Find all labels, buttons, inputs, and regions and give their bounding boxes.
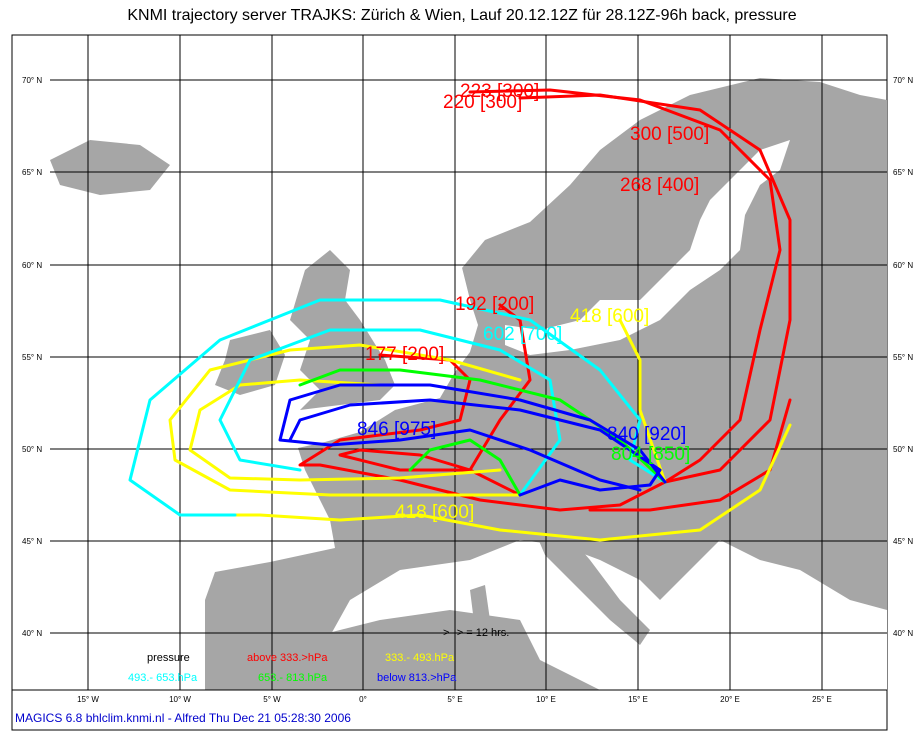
trajectory-label: 300 [500] [630,124,709,145]
lat-label: 55° N [893,353,913,362]
lat-label: 50° N [893,445,913,454]
legend-title: pressure [147,652,190,664]
legend-item: 653.- 813.hPa [258,672,328,684]
trajectory [168,343,522,497]
lon-label: 20° E [720,695,740,704]
trajectory [233,423,792,542]
trajectory [618,318,667,484]
trajectory [338,303,532,497]
land-italy [530,520,650,645]
trajectory-label: 602 [700] [483,324,562,345]
lon-label: 25° E [812,695,832,704]
lat-label: 60° N [893,261,913,270]
map: 70° N 65° N 60° N 55° N 50° N 45° N 40° … [11,34,913,691]
lat-label: 55° N [22,353,42,362]
legend-item: 493.- 653.hPa [128,672,198,684]
sea-baltic [505,140,790,355]
trajectory [408,438,522,497]
lat-label: 60° N [22,261,42,270]
trajectory-label: 268 [400] [620,175,699,196]
lat-label: 65° N [893,168,913,177]
lat-label: 40° N [893,629,913,638]
land-africa [215,610,600,690]
lat-label: 50° N [22,445,42,454]
trajectory [288,398,662,497]
lon-label: 5° E [447,695,462,704]
legend-arrow: >--> = 12 hrs. [443,627,509,639]
trajectory-label: 192 [200] [455,294,534,315]
footer: MAGICS 6.8 bhlclim.knmi.nl - Alfred Thu … [15,711,351,725]
trajectory [588,398,792,512]
trajectory-label: 220 [300] [443,92,522,113]
trajectory-labels: 223 [300] 220 [300] 300 [500] 268 [400] … [357,81,709,523]
lat-label: 65° N [22,168,42,177]
trajectories [128,88,792,542]
graticule [50,35,887,690]
trajectory-label: 840 [920] [607,424,686,445]
lat-label: 70° N [893,76,913,85]
trajectory-label: 223 [300] [460,81,539,102]
trajectory-label: 804 [850] [611,444,690,465]
trajectory [298,368,667,484]
legend-item: 333.- 493.hPa [385,652,455,664]
lat-label: 40° N [22,629,42,638]
lat-label: 70° N [22,76,42,85]
trajectory-label: 846 [975] [357,419,436,440]
trajectory-label: 418 [600] [395,502,474,523]
latitude-labels: 70° N 65° N 60° N 55° N 50° N 45° N 40° … [22,76,913,638]
lon-label: 10° W [169,695,191,704]
trajectory [188,378,502,482]
land-iceland [50,140,170,195]
legend-item: below 813.>hPa [377,672,457,684]
trajectory [518,93,792,484]
lat-label: 45° N [22,537,42,546]
trajectory [128,298,667,517]
lon-label: 5° W [263,695,281,704]
land-sardinia [470,585,490,630]
trajectory-label: 418 [600] [570,306,649,327]
lon-label: 15° E [628,695,648,704]
legend-item: above 333.>hPa [247,652,328,664]
lat-label: 45° N [893,537,913,546]
lon-label: 0° [359,695,367,704]
lon-label: 15° W [77,695,99,704]
legend: >--> = 12 hrs. pressure above 333.>hPa 3… [128,627,509,684]
footer-frame [11,689,888,731]
trajectory [278,383,667,492]
trajectory-label: 177 [200] [365,344,444,365]
title: KNMI trajectory server TRAJKS: Zürich & … [127,7,796,24]
lon-label: 10° E [536,695,556,704]
longitude-labels: 15° W 10° W 5° W 0° 5° E 10° E 15° E 20°… [77,695,832,704]
